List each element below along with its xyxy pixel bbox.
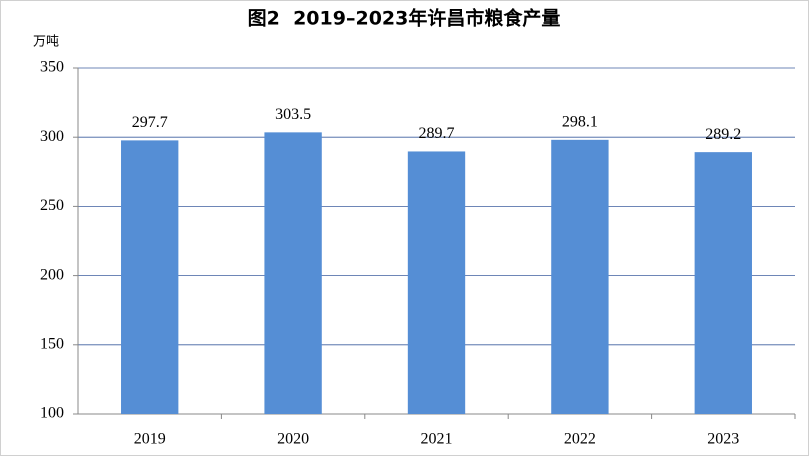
- x-tick-label: 2023: [707, 431, 739, 448]
- x-tick-label: 2021: [421, 431, 453, 448]
- value-label: 298.1: [562, 114, 598, 131]
- bar: [694, 152, 752, 414]
- y-tick-label: 150: [40, 335, 64, 352]
- y-axis-label: 万吨: [33, 35, 59, 50]
- chart-title: 图2 2019–2023年许昌市粮食产量: [248, 7, 561, 30]
- bar: [121, 140, 179, 415]
- x-tick-label: 2019: [134, 431, 166, 448]
- value-label: 303.5: [275, 106, 311, 123]
- bar: [264, 132, 322, 414]
- y-tick-label: 100: [40, 405, 64, 422]
- y-tick-label: 250: [40, 197, 64, 214]
- value-label: 297.7: [132, 114, 168, 131]
- bar: [551, 139, 609, 415]
- value-label: 289.2: [705, 126, 741, 143]
- x-tick-label: 2022: [564, 431, 596, 448]
- x-tick-label: 2020: [277, 431, 309, 448]
- y-tick-label: 350: [40, 59, 64, 76]
- bar: [407, 151, 466, 414]
- y-tick-label: 300: [40, 128, 64, 145]
- y-tick-label: 200: [40, 266, 64, 283]
- value-label: 289.7: [419, 125, 455, 142]
